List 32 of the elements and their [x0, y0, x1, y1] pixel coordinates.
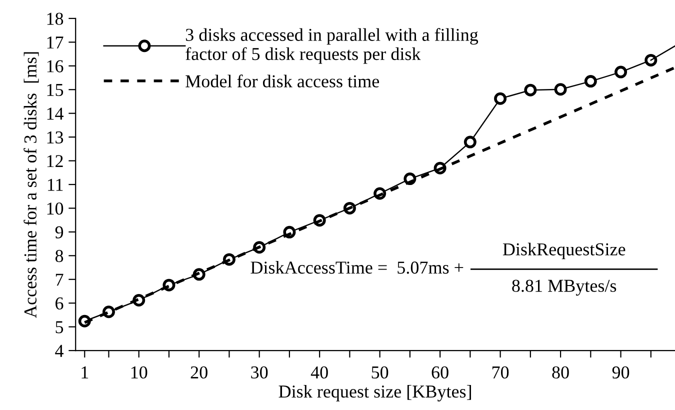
y-tick-label: 7: [56, 274, 64, 286]
x-tick-label: 40: [310, 366, 328, 379]
x-tick-label: 10: [131, 366, 148, 379]
y-tick-label: 12: [47, 155, 63, 168]
annotation: DiskRequestSize: [502, 242, 626, 260]
y-tick-label: 9: [55, 226, 64, 238]
x-tick-label: 70: [492, 366, 509, 379]
x-tick-label: 30: [251, 366, 268, 379]
y-tick-label: 18: [47, 12, 64, 25]
y-tick-label: 8: [55, 250, 64, 262]
y-tick-label: 5: [56, 321, 64, 334]
y-axis-title: Access time for a set of 3 disks [ms]: [24, 52, 39, 318]
annotation: 8.81 MBytes/s: [512, 280, 616, 296]
y-tick-label: 16: [47, 60, 64, 72]
x-tick-label: 60: [432, 366, 448, 379]
y-tick-label: 13: [47, 131, 64, 144]
x-tick-label: 90: [612, 366, 630, 379]
x-tick-label: 50: [372, 366, 388, 379]
y-tick-label: 15: [47, 84, 64, 96]
legend-label: Model for disk access time: [186, 74, 380, 88]
y-tick-label: 6: [56, 297, 64, 310]
legend-label: 3 disks accessed in parallel with a filling factor of 5 disk requests per disk: [186, 28, 478, 64]
y-tick-label: 4: [55, 344, 64, 357]
x-tick-label: 20: [190, 366, 208, 379]
y-tick-label: 17: [47, 36, 64, 48]
y-tick-label: 14: [47, 108, 64, 120]
annotation: DiskAccessTime = 5.07ms +: [250, 261, 464, 274]
x-axis-title: Disk request size [KBytes]: [278, 384, 471, 402]
x-tick-label: 80: [552, 366, 569, 379]
y-tick-label: 10: [47, 202, 64, 215]
x-tick-label: 1: [82, 366, 88, 378]
y-tick-label: 11: [48, 178, 63, 191]
